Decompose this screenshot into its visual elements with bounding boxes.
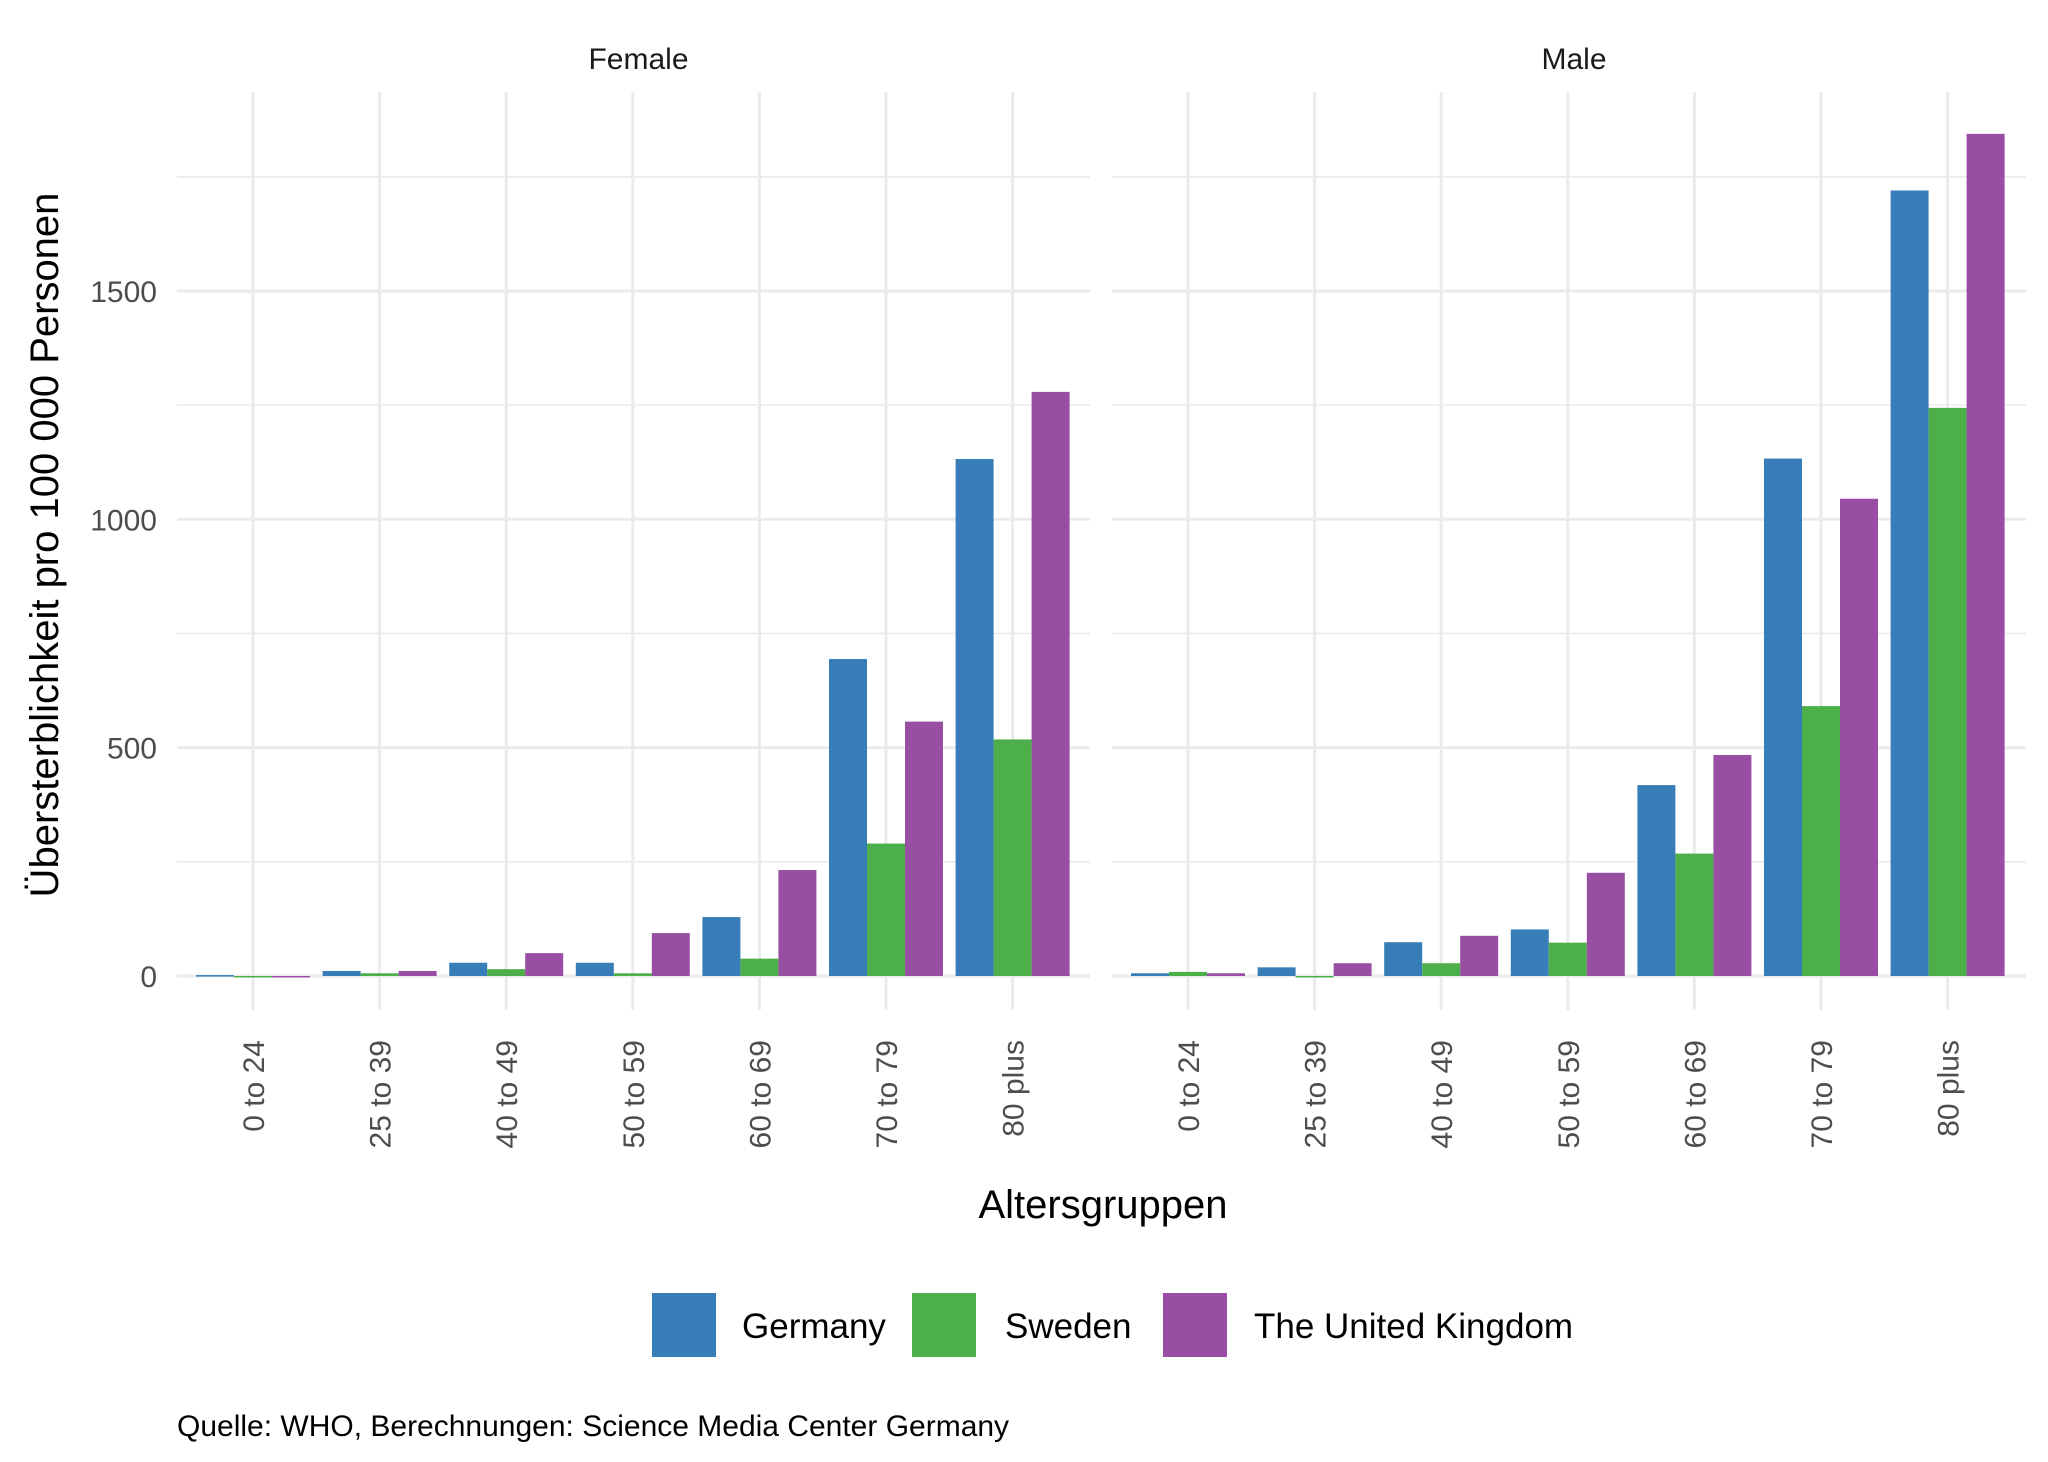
x-tick-label: 0 to 24 [1173, 1040, 1206, 1132]
x-tick-label: 60 to 69 [744, 1040, 777, 1148]
bar-sweden-male-5 [1802, 706, 1840, 976]
x-tick-label: 70 to 79 [871, 1040, 904, 1148]
bar-the-united-kingdom-male-6 [1966, 133, 2005, 976]
gridlines [177, 92, 1090, 1010]
bar-sweden-male-4 [1675, 853, 1714, 976]
x-tick-label: 0 to 24 [238, 1040, 271, 1132]
x-tick-label: 40 to 49 [1426, 1040, 1459, 1148]
x-tick-labels: 0 to 24 25 to 39 40 to 49 50 to 59 60 to 69 7… [1173, 1040, 1966, 1148]
bar-germany-male-2 [1384, 942, 1423, 976]
bar-sweden-female-6 [993, 739, 1032, 976]
y-tick-label: 1000 [90, 504, 157, 537]
x-tick-label: 70 to 79 [1806, 1040, 1839, 1148]
bar-sweden-male-6 [1928, 407, 1967, 976]
bar-the-united-kingdom-male-5 [1840, 498, 1878, 976]
x-tick-labels: 0 to 24 25 to 39 40 to 49 50 to 59 60 to 69 7… [238, 1040, 1031, 1148]
y-tick-label: 500 [107, 733, 157, 766]
legend-key-the-united-kingdom [1163, 1293, 1227, 1357]
bar-germany-female-0 [196, 975, 234, 977]
x-tick-label: 50 to 59 [1553, 1040, 1586, 1148]
bar-the-united-kingdom-female-4 [778, 870, 817, 976]
legend-label-sweden: Sweden [1005, 1307, 1131, 1346]
facet-panel-female: Female 0 to 24 25 to 39 40 to 49 50 to 59 60… [177, 43, 1090, 1148]
bar-germany-male-4 [1637, 785, 1676, 976]
facet-panel-male: Male 0 to 24 25 to 39 40 to 49 50 to 59 60 t… [1112, 43, 2026, 1148]
x-tick-label: 50 to 59 [618, 1040, 651, 1148]
bar-germany-female-1 [322, 970, 361, 976]
y-axis-title: Übersterblichkeit pro 100 000 Personen [23, 193, 67, 898]
facet-panels: Female 0 to 24 25 to 39 40 to 49 50 to 59 60… [177, 43, 2026, 1148]
legend-label-the-united-kingdom: The United Kingdom [1254, 1307, 1573, 1346]
x-tick-label: 80 plus [1933, 1040, 1966, 1137]
legend: Germany Sweden The United Kingdom [652, 1293, 1573, 1357]
facet-title-male: Male [1541, 43, 1606, 76]
bar-germany-female-5 [829, 659, 867, 976]
bar-germany-male-5 [1764, 458, 1802, 976]
bar-germany-female-4 [702, 917, 741, 976]
bar-the-united-kingdom-female-0 [272, 976, 310, 978]
bar-the-united-kingdom-male-4 [1713, 754, 1752, 976]
legend-key-sweden [912, 1293, 976, 1357]
gridlines [1112, 92, 2026, 1010]
bar-sweden-male-1 [1295, 976, 1334, 978]
x-tick-label: 60 to 69 [1679, 1040, 1712, 1148]
bar-sweden-female-4 [740, 958, 779, 976]
bar-the-united-kingdom-male-3 [1586, 872, 1625, 976]
bar-the-united-kingdom-female-2 [525, 953, 564, 976]
bars [1131, 133, 2005, 978]
bar-germany-female-2 [449, 962, 488, 976]
bar-the-united-kingdom-male-0 [1207, 973, 1245, 976]
bar-sweden-female-1 [360, 973, 399, 976]
y-tick-label: 0 [140, 961, 157, 994]
facet-title-female: Female [588, 43, 688, 76]
bar-germany-male-0 [1131, 973, 1169, 976]
bar-the-united-kingdom-female-5 [905, 721, 943, 976]
bar-germany-male-1 [1257, 967, 1296, 976]
x-tick-label: 80 plus [998, 1040, 1031, 1137]
caption: Quelle: WHO, Berechnungen: Science Media… [177, 1410, 1009, 1443]
bar-sweden-female-2 [487, 969, 526, 976]
bar-germany-female-3 [575, 962, 614, 976]
bar-the-united-kingdom-female-6 [1031, 391, 1070, 976]
bar-the-united-kingdom-male-1 [1333, 963, 1372, 976]
bar-sweden-male-0 [1169, 971, 1207, 976]
bar-the-united-kingdom-male-2 [1460, 935, 1499, 976]
legend-label-germany: Germany [742, 1307, 886, 1346]
y-tick-label: 1500 [90, 276, 157, 309]
legend-key-germany [652, 1293, 716, 1357]
x-tick-label: 25 to 39 [365, 1040, 398, 1148]
bar-germany-female-6 [955, 459, 994, 976]
y-tick-labels: 0 500 1000 1500 [90, 276, 157, 994]
bar-sweden-male-3 [1548, 942, 1587, 976]
bar-germany-male-6 [1890, 190, 1929, 976]
bars [196, 391, 1070, 978]
bar-the-united-kingdom-female-1 [398, 970, 437, 976]
bar-the-united-kingdom-female-3 [651, 933, 690, 976]
bar-sweden-male-2 [1422, 963, 1461, 976]
x-axis-title: Altersgruppen [978, 1183, 1227, 1227]
bar-sweden-female-3 [613, 973, 652, 976]
bar-germany-male-3 [1510, 929, 1549, 976]
bar-sweden-female-5 [867, 843, 905, 976]
bar-sweden-female-0 [234, 976, 272, 978]
x-tick-label: 25 to 39 [1300, 1040, 1333, 1148]
x-tick-label: 40 to 49 [491, 1040, 524, 1148]
